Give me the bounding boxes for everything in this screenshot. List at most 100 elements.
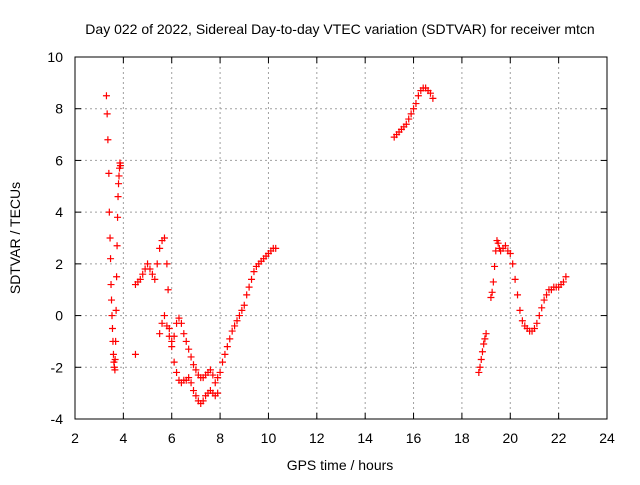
x-tick-label: 2	[71, 430, 79, 446]
data-point	[106, 234, 114, 242]
x-tick-label: 20	[502, 430, 518, 446]
data-point	[163, 260, 171, 268]
data-point	[114, 213, 122, 221]
data-point	[170, 358, 178, 366]
plot-frame	[74, 56, 608, 420]
data-point	[530, 325, 538, 332]
series-seg3	[131, 234, 172, 294]
series-seg1	[102, 92, 119, 374]
x-tick-label: 6	[168, 430, 176, 446]
data-point	[477, 356, 485, 364]
data-point	[562, 273, 570, 281]
data-point	[165, 325, 173, 332]
series-outlier	[131, 350, 139, 358]
data-point	[216, 368, 224, 376]
y-axis-label: SDTVAR / TECUs	[7, 182, 23, 294]
grid	[75, 57, 607, 419]
data-point	[182, 337, 190, 345]
data-point	[189, 361, 197, 369]
x-tick-label: 24	[599, 430, 615, 446]
data-point	[243, 291, 251, 299]
y-tick-label: -2	[51, 359, 64, 375]
x-tick-label: 14	[357, 430, 373, 446]
data-point	[487, 293, 495, 301]
series-seg4	[156, 244, 280, 387]
data-point	[173, 368, 181, 376]
y-tick-label: -4	[51, 411, 64, 427]
x-tick-label: 8	[216, 430, 224, 446]
x-tick-label: 18	[454, 430, 470, 446]
data-point	[105, 208, 113, 216]
y-tick-label: 6	[55, 152, 63, 168]
series-seg8	[487, 237, 570, 335]
data-point	[180, 330, 188, 338]
data-point	[426, 89, 434, 97]
data-point	[516, 306, 524, 314]
data-point	[535, 312, 543, 320]
data-point	[192, 366, 200, 374]
data-point	[491, 262, 499, 270]
data-point	[151, 275, 159, 283]
data-point	[233, 317, 241, 325]
data-point	[189, 387, 197, 395]
data-point	[115, 180, 123, 188]
data-point	[113, 242, 121, 250]
data-point	[170, 332, 178, 340]
data-point	[114, 193, 122, 201]
data-point	[199, 397, 207, 405]
data-point	[116, 162, 124, 170]
data-point	[168, 343, 176, 351]
data-point	[478, 348, 486, 356]
data-point	[248, 275, 256, 283]
data-point	[192, 392, 200, 400]
data-point	[214, 389, 222, 397]
data-point	[144, 260, 152, 268]
data-point	[115, 172, 123, 180]
data-point	[511, 275, 519, 283]
data-point	[139, 270, 147, 278]
data-point	[219, 358, 227, 366]
data-point	[514, 291, 522, 299]
data-point	[211, 379, 219, 387]
data-point	[111, 366, 119, 374]
data-point	[214, 374, 222, 382]
data-point	[221, 350, 229, 358]
data-point	[543, 291, 551, 299]
data-point	[105, 169, 113, 177]
data-point	[489, 278, 497, 286]
data-point	[185, 374, 193, 382]
y-tick-label: 4	[55, 204, 63, 220]
data-point	[240, 301, 248, 309]
data-point	[109, 350, 117, 358]
data-point	[482, 330, 490, 338]
data-point	[187, 379, 195, 387]
y-tick-label: 8	[55, 101, 63, 117]
data-point	[429, 94, 437, 102]
data-point	[231, 322, 239, 330]
y-tick-label: 2	[55, 256, 63, 272]
data-point	[107, 255, 115, 263]
data-point	[509, 260, 517, 268]
data-point	[488, 288, 496, 296]
data-point	[405, 115, 413, 123]
data-point	[131, 350, 139, 358]
data-point	[223, 343, 231, 351]
data-point	[175, 314, 183, 322]
data-point	[559, 278, 567, 286]
x-axis-label: GPS time / hours	[287, 457, 394, 473]
data-point	[206, 366, 214, 374]
data-point	[112, 337, 120, 345]
data-point	[148, 270, 156, 278]
data-point	[494, 239, 502, 247]
data-point	[410, 105, 418, 113]
chart-title: Day 022 of 2022, Sidereal Day-to-day VTE…	[85, 21, 594, 37]
data-point	[136, 275, 144, 283]
data-point	[402, 120, 410, 128]
data-point	[177, 319, 185, 327]
y-tick-label: 0	[55, 308, 63, 324]
data-point	[501, 242, 509, 250]
